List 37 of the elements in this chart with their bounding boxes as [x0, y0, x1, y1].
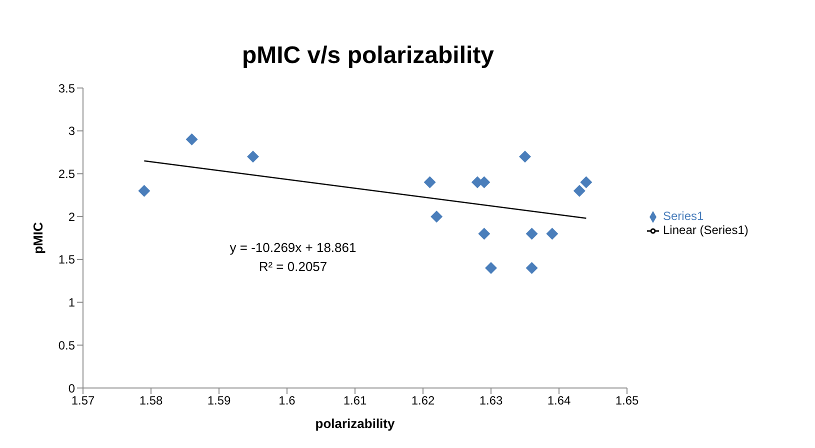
x-tick-label: 1.57 — [71, 394, 95, 408]
y-tick-label: 1.5 — [58, 252, 76, 267]
point — [580, 176, 592, 188]
point — [546, 228, 558, 240]
x-tick-label: 1.63 — [479, 394, 503, 408]
x-tick-label: 1.64 — [547, 394, 571, 408]
point — [485, 262, 497, 274]
x-tick-label: 1.6 — [278, 394, 296, 408]
point — [424, 176, 436, 188]
y-tick-label: 2.5 — [58, 166, 76, 181]
annotation: R² = 0.2057 — [258, 258, 328, 276]
legend-label: Series1 — [663, 209, 704, 223]
point — [186, 133, 198, 146]
point — [573, 184, 586, 197]
point — [526, 228, 538, 240]
point — [138, 184, 150, 197]
y-tick-label: 2 — [68, 210, 76, 224]
x-tick-label: 1.62 — [411, 394, 435, 408]
point — [478, 228, 490, 240]
annotation: y = -10.269x + 18.861 — [228, 239, 358, 257]
y-tick-label: 0 — [68, 381, 76, 396]
y-tick-label: 1 — [68, 296, 76, 310]
x-tick-label: 1.65 — [615, 394, 639, 408]
y-tick-label: 3.5 — [58, 81, 76, 96]
y-tick-label: 3 — [68, 124, 76, 138]
legend-label: Linear (Series1) — [663, 223, 748, 237]
x-tick-label: 1.61 — [343, 394, 367, 408]
y-tick-label: 0.5 — [58, 338, 76, 352]
x-tick-label: 1.58 — [139, 394, 163, 408]
y-axis-title: pMIC — [30, 222, 46, 254]
chart-title: pMIC v/s polarizability — [240, 42, 496, 70]
point — [430, 210, 443, 223]
x-tick-label: 1.59 — [207, 394, 231, 408]
x-axis-title: polarizability — [315, 416, 396, 431]
point — [247, 150, 259, 163]
point — [526, 262, 538, 274]
point — [519, 150, 531, 163]
